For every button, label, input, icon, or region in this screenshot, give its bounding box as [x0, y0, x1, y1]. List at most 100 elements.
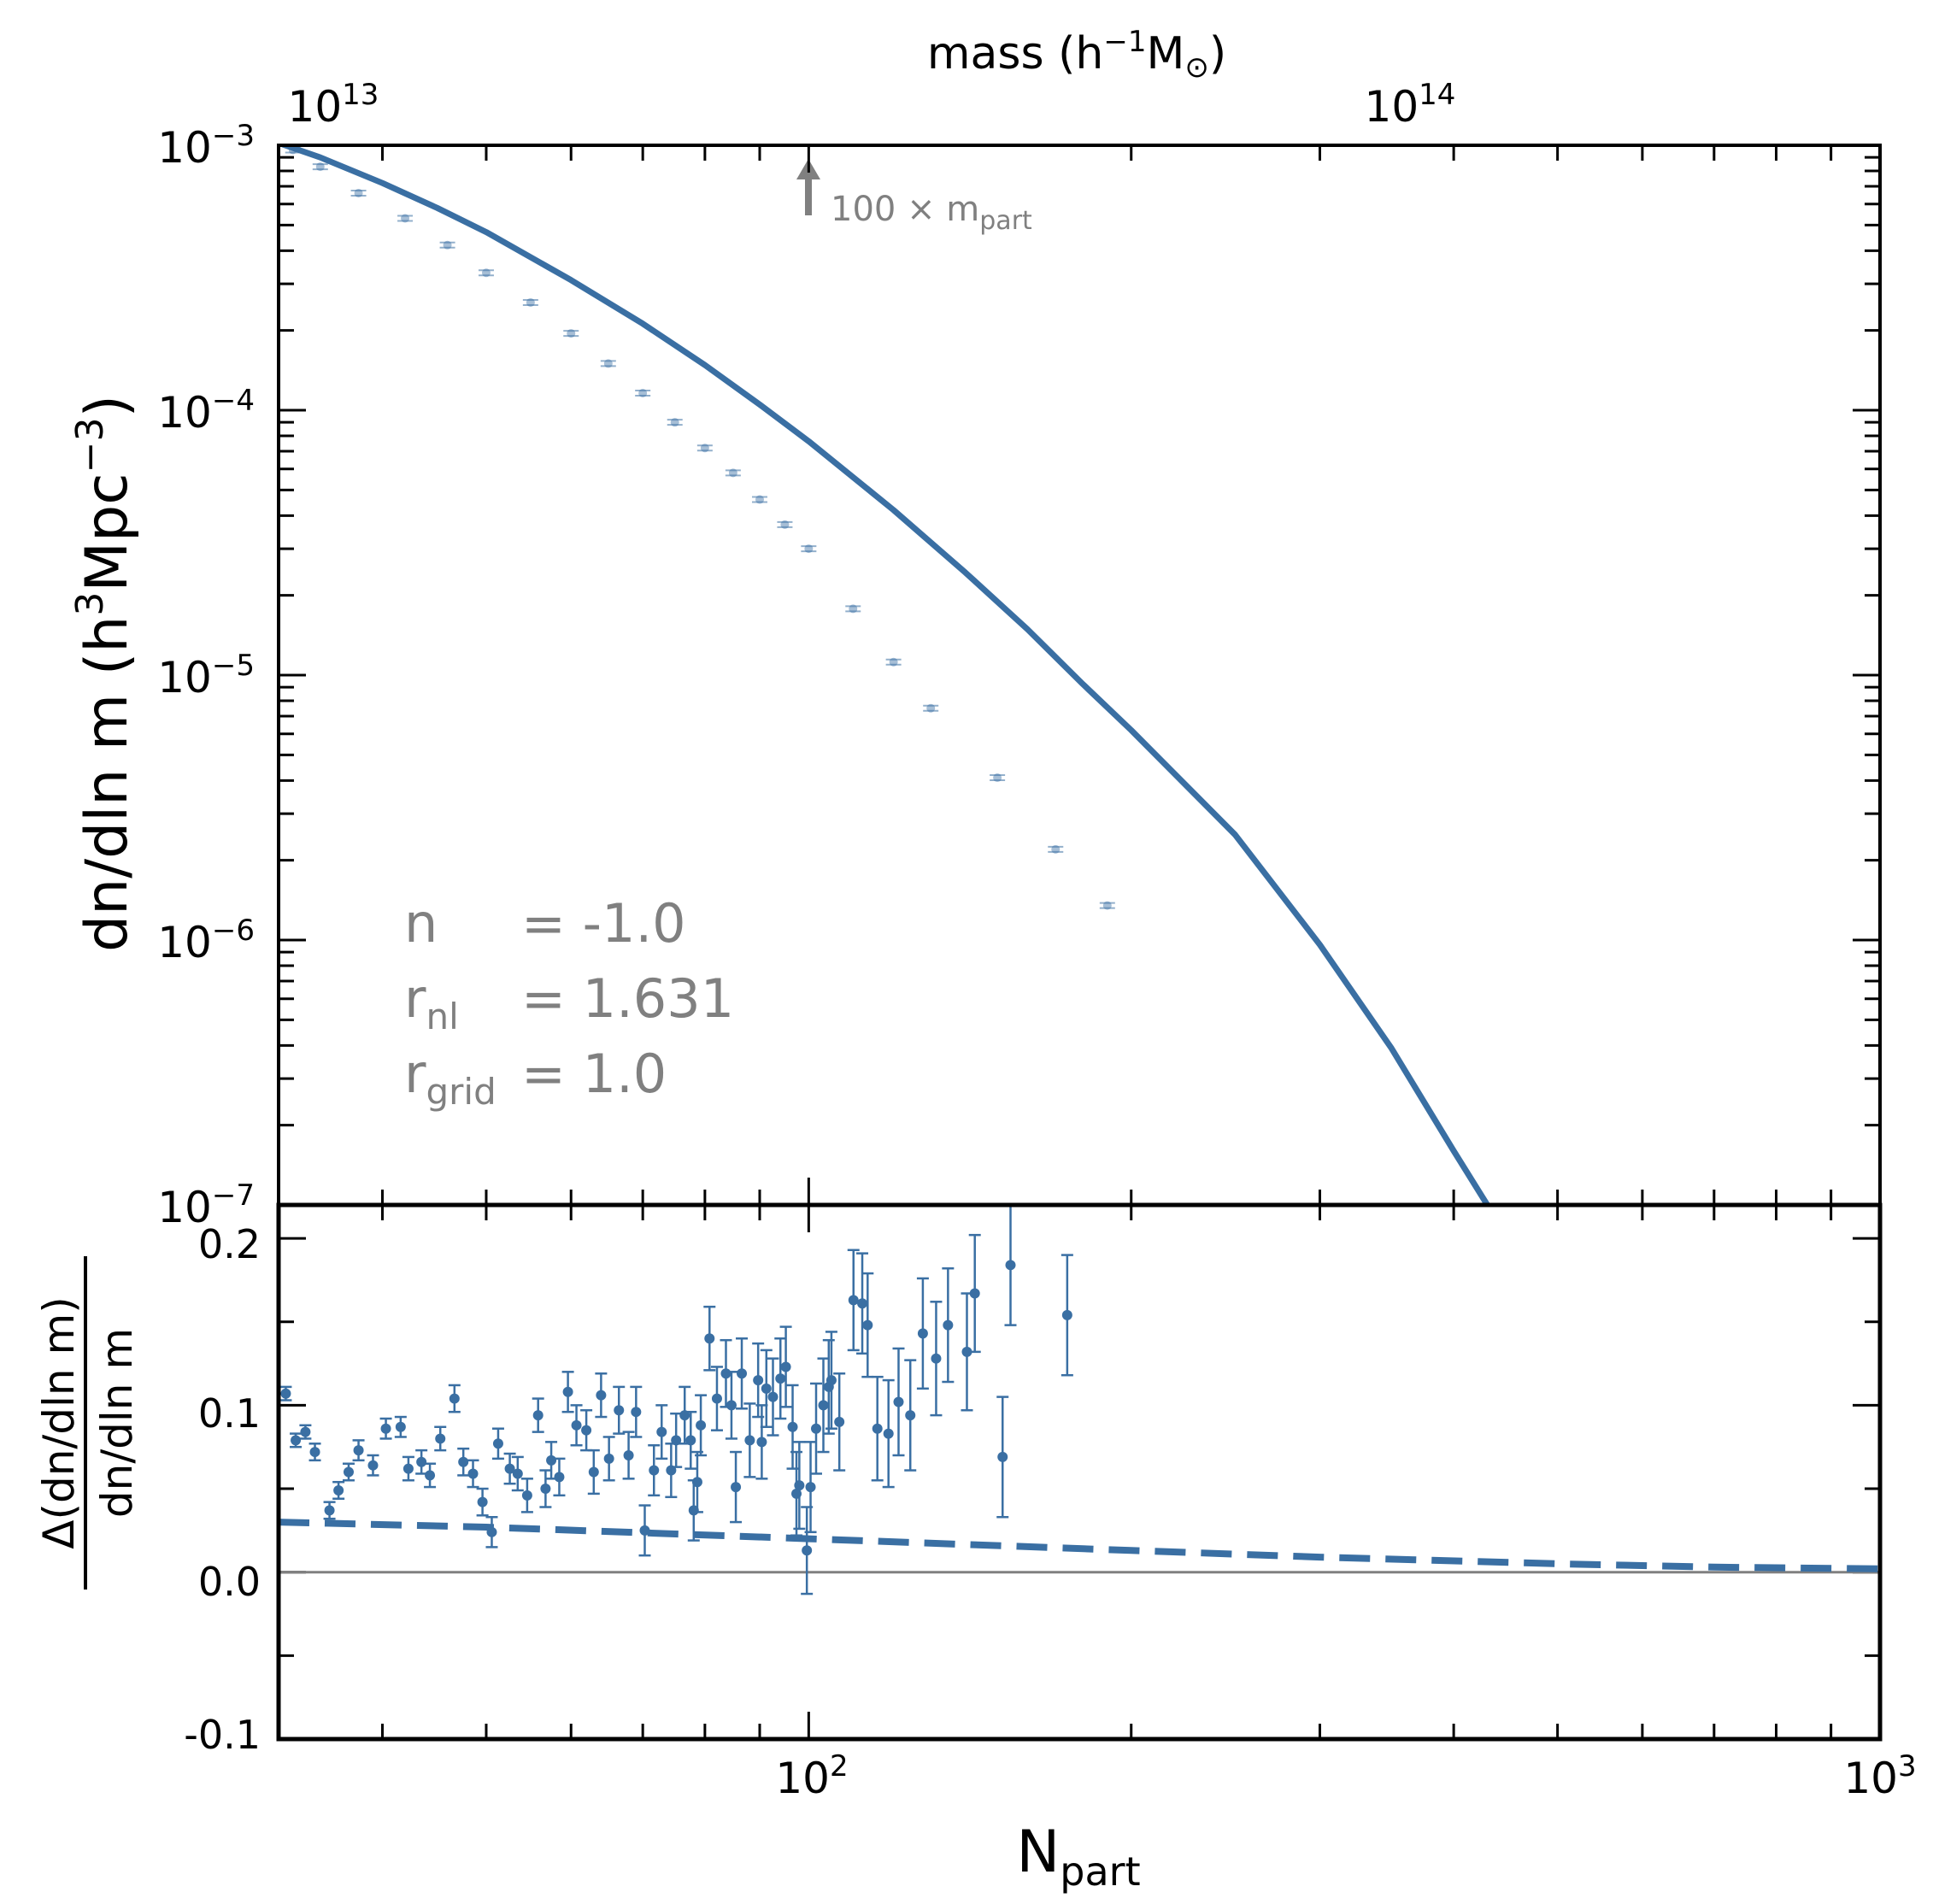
- residual-point: [704, 1333, 715, 1344]
- residual-point: [486, 1526, 497, 1537]
- residual-panel-marks: [278, 1203, 1881, 1595]
- param-rnl-value: = 1.631: [521, 967, 734, 1030]
- main-panel-marks: [279, 145, 1490, 1205]
- residual-point: [969, 1288, 980, 1299]
- residual-point: [883, 1428, 894, 1439]
- residual-point: [512, 1468, 523, 1479]
- residual-point: [562, 1386, 573, 1397]
- residual-point: [649, 1465, 660, 1476]
- main-y-tick-label-1e-6: 10−6: [157, 914, 255, 967]
- top-axis-label: mass (h−1M⊙): [927, 25, 1226, 85]
- main-y-tick-label-1e-7: 10−7: [157, 1178, 255, 1232]
- residual-y-axis-label: Δ(dn/dln m) dn/dln m: [34, 1256, 142, 1590]
- residual-point: [696, 1419, 707, 1431]
- main-panel-ticks: [279, 144, 1882, 1207]
- residual-point: [546, 1454, 557, 1466]
- residual-y-tick-label--0.1: -0.1: [184, 1712, 261, 1758]
- measured-point: [849, 604, 858, 614]
- residual-point: [726, 1400, 737, 1411]
- measured-point: [638, 389, 648, 398]
- measured-point: [354, 188, 363, 197]
- residual-point: [862, 1319, 873, 1331]
- residual-point: [504, 1463, 515, 1474]
- residual-point: [588, 1466, 599, 1478]
- residual-point: [756, 1437, 767, 1448]
- residual-point: [805, 1482, 816, 1493]
- residual-point: [581, 1425, 592, 1436]
- param-rgrid-value: = 1.0: [521, 1043, 667, 1105]
- param-n-name: n: [404, 892, 438, 955]
- residual-point: [917, 1328, 928, 1339]
- top-tick-label-1e14: 1014: [1365, 78, 1456, 132]
- residual-point: [767, 1391, 778, 1402]
- measured-point: [700, 444, 709, 453]
- residual-point: [291, 1435, 302, 1446]
- residual-point: [737, 1368, 748, 1379]
- param-n-value: = -1.0: [521, 892, 686, 955]
- residual-point: [309, 1447, 320, 1458]
- residual-point: [787, 1421, 798, 1432]
- param-rnl-name: rnl: [404, 967, 459, 1037]
- residual-point: [416, 1456, 427, 1467]
- residual-point: [367, 1460, 379, 1471]
- residual-point: [623, 1449, 634, 1460]
- residual-point: [402, 1463, 414, 1474]
- residual-point: [324, 1505, 335, 1516]
- residual-y-tick-label-0.2: 0.2: [198, 1221, 261, 1267]
- measured-point: [670, 418, 679, 427]
- main-y-tick-label-1e-3: 10−3: [157, 119, 255, 173]
- residual-point: [353, 1445, 364, 1456]
- residual-point: [614, 1405, 625, 1416]
- residual-point: [848, 1295, 859, 1306]
- bottom-tick-label-1e2: 102: [775, 1749, 848, 1803]
- residual-point: [691, 1477, 702, 1488]
- residual-point: [1005, 1260, 1016, 1271]
- residual-point: [656, 1426, 667, 1437]
- main-y-axis-label: dn/dln m (h3Mpc−3): [68, 395, 141, 952]
- residual-point: [905, 1410, 916, 1421]
- residual-point: [435, 1433, 446, 1444]
- main-panel-frame: [277, 144, 1882, 1207]
- residual-point: [825, 1375, 837, 1386]
- residual-point: [761, 1383, 772, 1394]
- residual-point: [775, 1373, 786, 1384]
- bottom-axis-label: Npart: [1016, 1819, 1140, 1895]
- mass-function-model-line: [279, 145, 1490, 1205]
- residual-y-label-denominator: dn/dln m: [92, 1328, 142, 1518]
- residual-y-tick-label-0.0: 0.0: [198, 1559, 261, 1605]
- measured-point: [315, 162, 325, 172]
- residual-point: [596, 1390, 607, 1401]
- residual-point: [639, 1525, 650, 1536]
- residual-panel-frame: [276, 1202, 1883, 1742]
- measured-point: [603, 359, 613, 368]
- residual-model-dashed-line: [278, 1519, 1881, 1572]
- residual-point: [554, 1472, 565, 1483]
- particle-mass-label: 100 × mpart: [831, 190, 1032, 236]
- measured-point: [1051, 844, 1061, 854]
- residual-point: [753, 1375, 764, 1386]
- residual-point: [872, 1423, 883, 1434]
- measured-point: [481, 268, 491, 278]
- residual-y-label-numerator: Δ(dn/dln m): [34, 1296, 84, 1548]
- residual-point: [333, 1484, 344, 1496]
- measured-point: [401, 214, 410, 223]
- bottom-tick-label-1e3: 103: [1843, 1749, 1916, 1803]
- measured-point: [755, 495, 764, 504]
- residual-point: [521, 1490, 532, 1501]
- residual-point: [1061, 1309, 1072, 1320]
- measured-point: [926, 703, 936, 713]
- residual-point: [467, 1468, 479, 1479]
- measured-point: [993, 773, 1002, 783]
- residual-point: [425, 1470, 436, 1481]
- residual-point: [395, 1421, 406, 1432]
- residual-point: [780, 1361, 791, 1372]
- residual-point: [571, 1419, 582, 1431]
- param-rgrid-name: rgrid: [404, 1043, 496, 1113]
- residual-point: [671, 1435, 682, 1446]
- residual-y-tick-label-0.1: 0.1: [198, 1390, 261, 1437]
- residual-point: [711, 1393, 722, 1404]
- residual-point: [818, 1400, 829, 1411]
- residual-point: [685, 1435, 696, 1446]
- residual-point: [477, 1496, 488, 1507]
